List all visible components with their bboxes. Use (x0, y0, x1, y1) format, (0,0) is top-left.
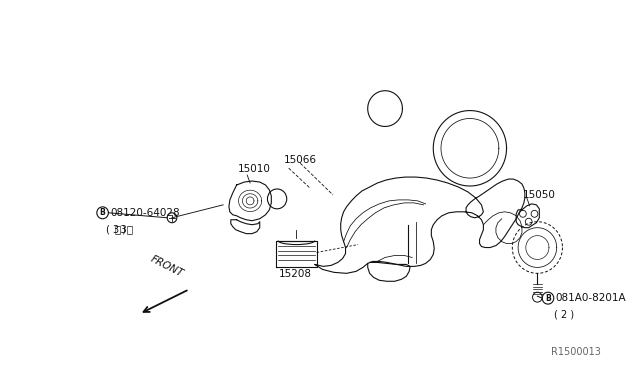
Text: ( 3 ): ( 3 ) (106, 225, 127, 235)
Text: 15066: 15066 (284, 155, 317, 165)
Text: 15050: 15050 (523, 190, 556, 200)
Text: B: B (545, 294, 551, 303)
Text: 3: 3 (114, 224, 133, 234)
Text: B: B (100, 208, 106, 217)
Text: FRONT: FRONT (148, 254, 184, 279)
Text: 08120-64028: 08120-64028 (110, 208, 180, 218)
Text: 15208: 15208 (279, 269, 312, 279)
Text: ( 2 ): ( 2 ) (554, 309, 574, 319)
Text: R1500013: R1500013 (551, 347, 601, 357)
Text: 081A0-8201A: 081A0-8201A (556, 293, 627, 303)
Text: 15010: 15010 (237, 164, 271, 174)
